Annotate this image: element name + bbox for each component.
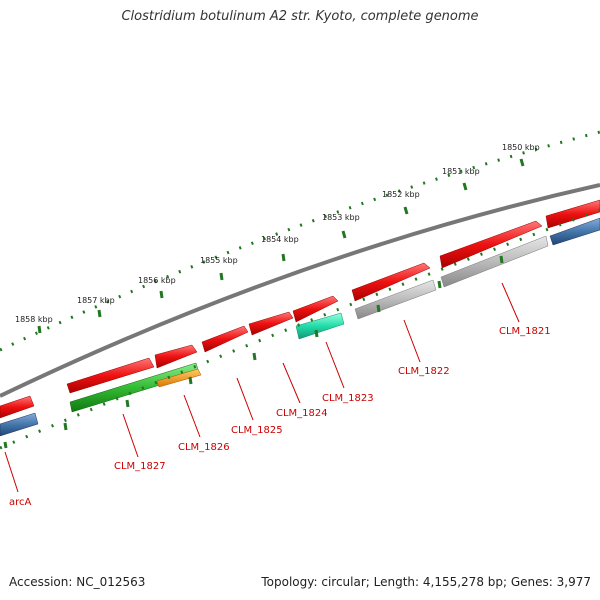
label-leaders [4,282,520,493]
gene-labels: CLM_1821 CLM_1822 CLM_1823 CLM_1824 CLM_… [9,326,551,508]
gene-label[interactable]: arcA [9,497,32,508]
scale-inner-major-ticks [3,255,504,449]
scale-label: 1853 kbp [322,213,360,222]
cds-arrow-forward[interactable] [292,295,339,323]
scale-label: 1854 kbp [261,235,299,244]
gene-label[interactable]: CLM_1827 [114,461,166,472]
scale-label: 1850 kbp [502,143,540,152]
cds-block-orange[interactable] [156,368,202,388]
cds-arrow-forward[interactable] [439,220,543,269]
gene-label[interactable]: CLM_1822 [398,366,450,377]
gene-label[interactable]: CLM_1826 [178,442,230,453]
scale-label: 1857 kbp [77,296,115,305]
genome-backbone [0,183,600,398]
scale-label: 1852 kbp [382,190,420,199]
cds-arrow-forward[interactable] [351,262,431,302]
cds-arrow-forward[interactable] [66,357,155,394]
map-title: Clostridium botulinum A2 str. Kyoto, com… [121,9,479,24]
cds-block-blue[interactable] [549,217,600,246]
scale-label: 1851 kbp [442,167,480,176]
scale-label: 1856 kbp [138,276,176,285]
scale-track-outer [0,130,600,352]
genome-summary-text: Topology: circular; Length: 4,155,278 bp… [261,575,591,589]
cds-arrow-forward[interactable] [248,311,294,336]
cds-arrow-forward[interactable] [154,344,198,369]
cds-block-grey[interactable] [440,235,549,288]
scale-labels: 1850 kbp 1851 kbp 1852 kbp 1853 kbp 1854… [15,143,540,324]
forward-strand-features [0,199,600,419]
reverse-strand-features [0,217,600,437]
cds-block-teal[interactable] [295,312,345,340]
cds-block-grey[interactable] [354,279,437,320]
cds-arrow-forward[interactable] [201,325,249,353]
gene-label[interactable]: CLM_1821 [499,326,551,337]
scale-major-ticks [37,158,525,334]
cds-block-blue[interactable] [0,412,39,437]
scale-label: 1855 kbp [200,256,238,265]
gene-label[interactable]: CLM_1825 [231,425,283,436]
gene-label[interactable]: CLM_1824 [276,408,328,419]
scale-label: 1858 kbp [15,315,53,324]
gene-label[interactable]: CLM_1823 [322,393,374,404]
cds-arrow-forward[interactable] [0,395,35,419]
cds-arrow-forward[interactable] [545,199,600,229]
accession-text: Accession: NC_012563 [9,575,146,589]
